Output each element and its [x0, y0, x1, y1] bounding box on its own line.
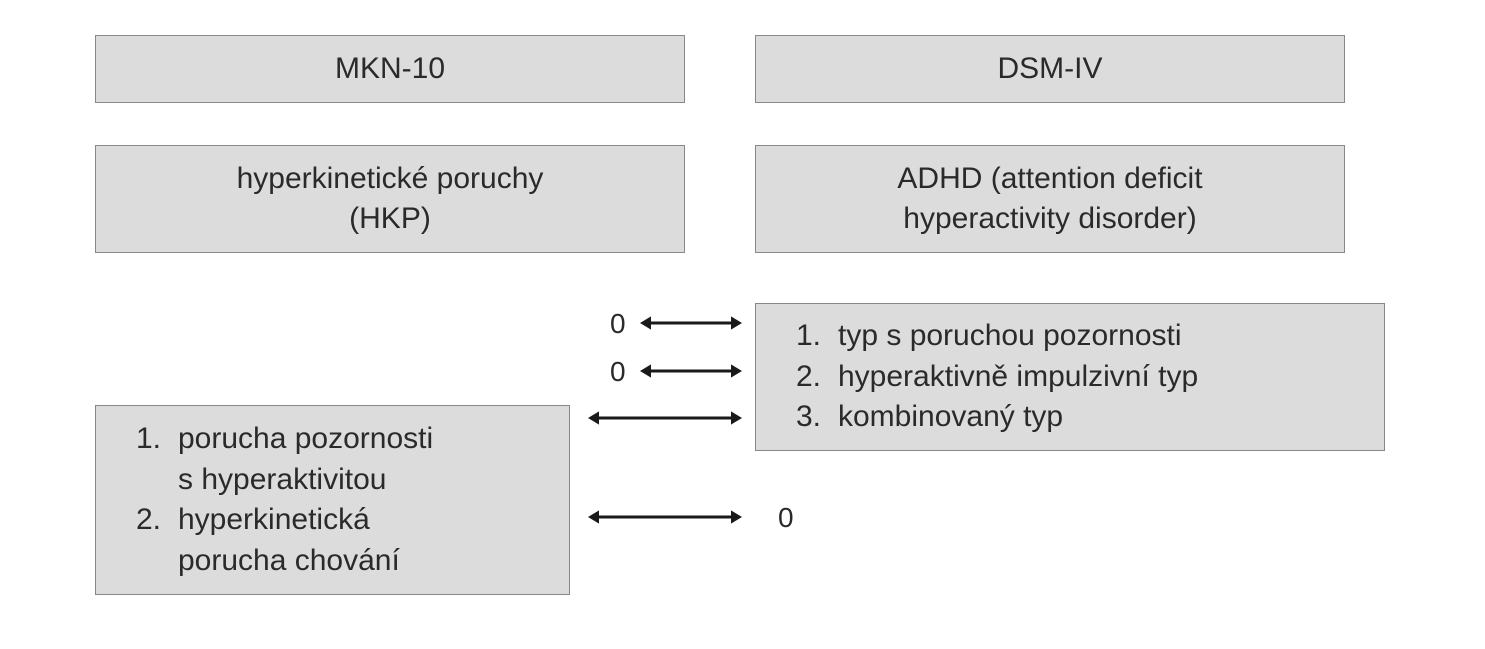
adhd-line1: ADHD (attention deficit [897, 159, 1202, 200]
list-text: typ s poruchou pozornosti [838, 316, 1182, 357]
list-text: hyperaktivně impulzivní typ [838, 357, 1198, 398]
list-number: 1. [136, 419, 164, 500]
list-text: hyperkinetická porucha chování [178, 500, 400, 581]
list-text: porucha pozornosti s hyperaktivitou [178, 419, 433, 500]
mkn10-types-box: 1. porucha pozornosti s hyperaktivitou 2… [95, 405, 570, 595]
dsm-iv-header-label: DSM-IV [998, 49, 1103, 90]
hkp-line2: (HKP) [349, 199, 431, 240]
list-number: 2. [136, 500, 164, 581]
list-item: 2. hyperaktivně impulzivní typ [796, 357, 1198, 398]
zero-marker: 0 [778, 502, 794, 534]
zero-marker: 0 [610, 308, 626, 340]
zero-marker: 0 [610, 356, 626, 388]
hkp-line1: hyperkinetické poruchy [237, 159, 544, 200]
list-item: 1. porucha pozornosti s hyperaktivitou [136, 419, 433, 500]
list-number: 2. [796, 357, 824, 398]
list-item: 1. typ s poruchou pozornosti [796, 316, 1182, 357]
adhd-line2: hyperactivity disorder) [903, 199, 1196, 240]
adhd-box: ADHD (attention deficit hyperactivity di… [755, 145, 1345, 253]
list-item: 3. kombinovaný typ [796, 397, 1063, 438]
mkn10-header-box: MKN-10 [95, 35, 685, 103]
list-item: 2. hyperkinetická porucha chování [136, 500, 400, 581]
hkp-box: hyperkinetické poruchy (HKP) [95, 145, 685, 253]
list-number: 3. [796, 397, 824, 438]
list-number: 1. [796, 316, 824, 357]
mkn10-header-label: MKN-10 [335, 49, 445, 90]
dsm-iv-types-box: 1. typ s poruchou pozornosti 2. hyperakt… [755, 303, 1385, 451]
dsm-iv-header-box: DSM-IV [755, 35, 1345, 103]
list-text: kombinovaný typ [838, 397, 1063, 438]
